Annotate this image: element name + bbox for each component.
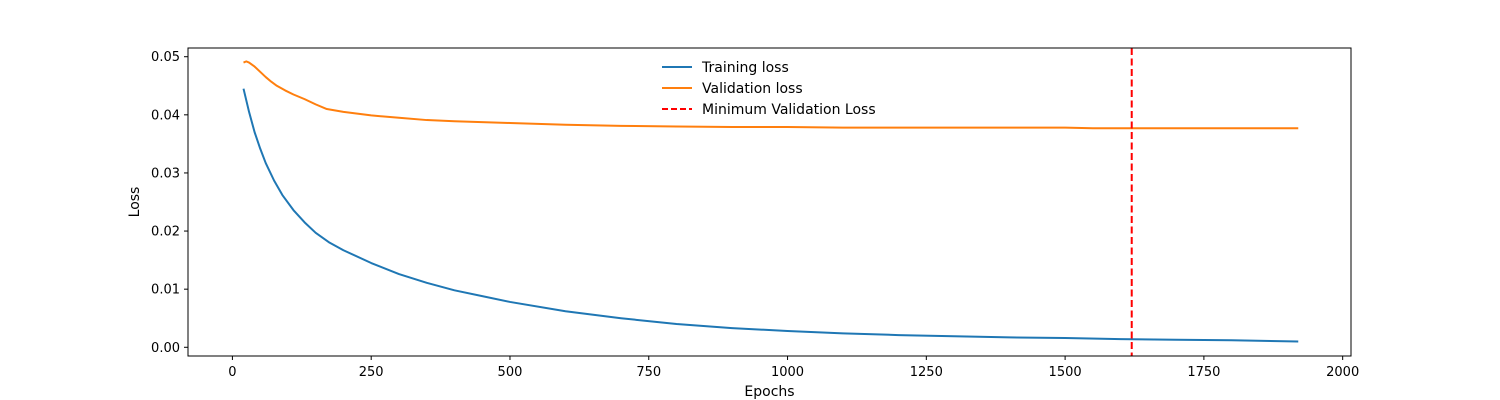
x-tick-label: 1500 [1049,365,1082,380]
series-line-0 [242,88,1299,343]
legend: Training loss Validation loss Minimum Vali… [662,60,876,118]
legend-label: Training loss [701,60,789,76]
x-tick-label: 1000 [771,365,804,380]
x-tick-label: 1250 [910,365,943,380]
series-line-1 [243,60,1299,130]
legend-item: Validation loss [662,81,803,97]
x-tick-label: 0 [228,365,236,380]
y-tick-label: 0.02 [151,225,180,240]
legend-label: Validation loss [702,81,803,97]
y-tick-label: 0.00 [151,341,180,356]
x-tick-label: 750 [636,365,661,380]
x-tick-label: 250 [359,365,384,380]
x-axis-label: Epochs [744,384,794,400]
y-tick-label: 0.04 [151,108,180,123]
y-tick-label: 0.03 [151,166,180,181]
y-tick-label: 0.01 [151,283,180,298]
y-tick-label: 0.05 [151,50,180,65]
x-tick-label: 2000 [1326,365,1359,380]
legend-label: Minimum Validation Loss [702,102,876,118]
legend-item: Minimum Validation Loss [662,102,876,118]
x-tick-label: 500 [498,365,523,380]
plot-area [242,48,1299,356]
plot-frame [187,47,1352,357]
axes: 0 250 500 750 1000 1250 1500 1750 2000 0.00 0.01 0.… [127,47,1359,400]
y-axis-label: Loss [127,187,143,218]
x-tick-label: 1750 [1187,365,1220,380]
legend-item: Training loss [662,60,789,76]
